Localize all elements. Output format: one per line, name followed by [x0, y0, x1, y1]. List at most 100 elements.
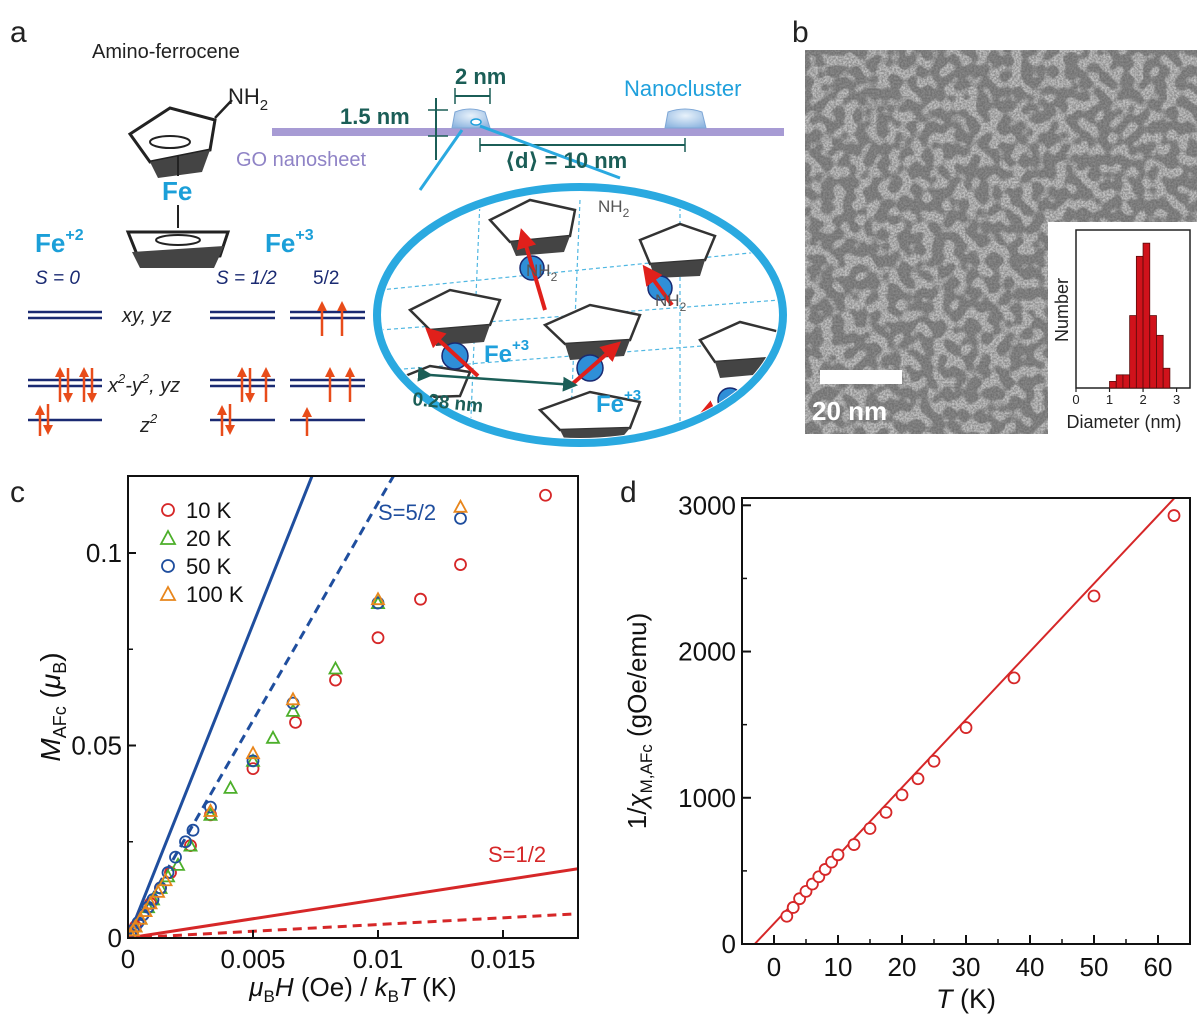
fe3-label: Fe+3: [265, 227, 314, 258]
line-label-s52: S=5/2: [378, 500, 436, 525]
dim-width-label: 2 nm: [455, 64, 506, 89]
data-point: [879, 805, 893, 819]
orbital-x2y2-label: x2-y2, yz: [107, 371, 180, 397]
inset-fe-label-1: Fe+3: [484, 337, 529, 368]
scale-bar: [820, 370, 902, 384]
spacing-label: ⟨d⟩ = 10 nm: [505, 148, 627, 173]
histogram-tick-label: 0: [1072, 392, 1079, 407]
y-axis-label: 1/χM,AFc (gOe/emu): [622, 613, 656, 830]
data-point: [454, 558, 467, 571]
data-point: [285, 691, 301, 706]
inset-nh2-label-3: NH2: [655, 291, 687, 314]
data-point: [863, 822, 877, 835]
panel-letter-c: c: [10, 476, 25, 509]
legend-marker: [161, 503, 175, 517]
x-tick-label: 0: [767, 952, 781, 982]
nh2-label: NH2: [228, 84, 268, 114]
panel-b: b 20 nm 0 1 2 3 Diameter (nm) Number: [792, 16, 1197, 434]
data-point: [329, 673, 342, 687]
x-tick-label: 50: [1080, 952, 1109, 982]
data-point: [371, 631, 385, 645]
x-tick-label: 0.01: [353, 944, 404, 974]
fe-label: Fe: [162, 176, 192, 206]
line-label-s12: S=1/2: [488, 842, 546, 867]
legend-marker: [159, 585, 177, 601]
data-point: [169, 850, 182, 864]
fe2-label: Fe+2: [35, 227, 84, 258]
y-tick-label: 0: [108, 923, 122, 953]
data-point: [186, 823, 200, 837]
data-point: [454, 511, 467, 525]
theory-line: [128, 476, 396, 938]
orbital-xy-label: xy, yz: [121, 305, 172, 327]
theory-line: [128, 912, 578, 938]
y-tick-label: 0.05: [71, 731, 122, 761]
data-point: [128, 926, 137, 938]
histogram-tick-label: 2: [1139, 392, 1146, 407]
plot-frame-d: [741, 497, 1191, 945]
x-axis-label: μBH (Oe) / kBT (K): [248, 972, 456, 1006]
data-point: [202, 803, 219, 817]
panel-d: d 0 10 20 30 40 50 60 0 1000 2000 3000 T (K) 1/χM,AF…: [620, 476, 1191, 1014]
data-point: [895, 788, 909, 802]
legend-marker: [161, 559, 175, 573]
panel-letter-a: a: [10, 16, 27, 49]
data-point: [452, 498, 469, 513]
data-point: [847, 838, 861, 851]
histogram-bar: [1156, 334, 1164, 389]
y-tick-label: 2000: [678, 637, 736, 667]
legend-label: 10 K: [186, 498, 232, 523]
panel-a: a Amino-ferrocene NH2 Fe Fe+2 Fe+3 S = 0…: [10, 16, 787, 447]
x-tick-label: 20: [888, 952, 917, 982]
orbital-diagram: [28, 310, 365, 422]
fit-line-group: [754, 498, 1181, 944]
y-tick-label: 1000: [678, 783, 736, 813]
data-point: [157, 872, 174, 887]
cluster-inset: NH2 NH2 NH2 Fe+3 Fe+3 0.28 nm: [373, 183, 787, 447]
s0-label: S = 0: [35, 268, 80, 289]
histogram-tick-label: 1: [1106, 392, 1113, 407]
panel-letter-b: b: [792, 16, 809, 49]
data-point: [245, 745, 261, 760]
data-point: [222, 779, 239, 794]
histogram-xlabel: Diameter (nm): [1066, 412, 1181, 432]
spin-arrows: [35, 301, 355, 436]
x-tick-label: 60: [1144, 952, 1173, 982]
histogram-ylabel: Number: [1052, 278, 1072, 342]
x-tick-label: 0: [121, 944, 135, 974]
inset-nh2-label-1: NH2: [598, 197, 630, 220]
histogram-bar: [1135, 255, 1144, 389]
histogram-inset: 0 1 2 3 Diameter (nm) Number: [1048, 222, 1197, 434]
x-tick-label: 30: [952, 952, 981, 982]
histogram-bar: [1149, 315, 1157, 389]
data-point: [289, 716, 302, 729]
histogram-bar: [1129, 315, 1137, 389]
x-tick-label: 10: [824, 952, 853, 982]
nanocluster-label: Nanocluster: [624, 76, 741, 101]
s12-label: S = 1/2: [216, 268, 277, 289]
legend-label: 20 K: [186, 526, 232, 551]
inset-fe-label-2: Fe+3: [596, 387, 641, 418]
data-point: [265, 729, 281, 744]
data-point: [1167, 509, 1181, 522]
data-point: [831, 848, 845, 862]
data-point: [1087, 589, 1101, 603]
histogram-bar: [1115, 374, 1124, 389]
data-point: [370, 591, 386, 606]
y-tick-label: 0.1: [86, 538, 122, 568]
plot-frame-c: [127, 475, 579, 939]
dim-height-label: 1.5 nm: [340, 104, 410, 129]
data-point: [786, 901, 800, 914]
data-point: [170, 856, 186, 871]
data-point: [202, 806, 219, 821]
data-point: [204, 800, 217, 814]
s52-label: 5/2: [313, 268, 339, 289]
theory-line: [128, 867, 578, 938]
scale-bar-label: 20 nm: [812, 396, 887, 426]
go-nanosheet-diagram: [272, 88, 784, 191]
panel-c: c S=5/2 S=1/2 0 0.005 0.01 0.015 0 0.05 0.1 μBH (…: [10, 475, 579, 1006]
x-tick-label: 40: [1016, 952, 1045, 982]
data-point: [327, 660, 344, 675]
data-point: [246, 762, 260, 775]
